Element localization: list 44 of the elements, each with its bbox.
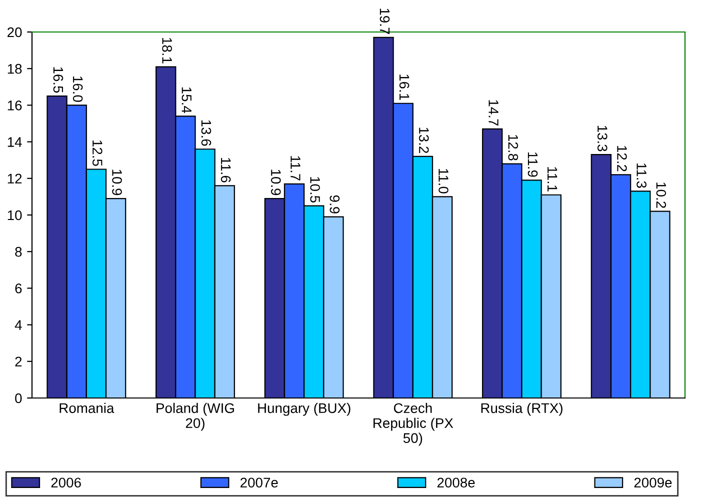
y-tick-label: 8 [15,246,22,257]
x-tick-label: Poland (WIG 20) [156,402,234,431]
text: 11.1 [548,167,558,192]
legend-label: 2008e [437,478,475,488]
text: 11.7 [290,156,300,180]
text: 13.2 [418,128,429,153]
y-tick-label: 4 [14,320,22,330]
x-tick-label: Russia (RTX) [481,402,562,416]
text: 10.9 [112,170,122,196]
y-tick-label: 10 [8,210,22,220]
x-tick-label: Romania [60,402,114,414]
text: 12.8 [508,135,518,160]
text: 14.7 [488,100,498,126]
y-tick-label: 14 [8,137,22,147]
text: 16.0 [72,76,83,102]
y-tick-label: 12 [8,174,22,184]
y-tick-label: 6 [15,284,22,294]
text: 10.2 [656,182,666,208]
text: 11.6 [220,158,231,182]
text: 11.0 [438,168,448,194]
text: 13.3 [597,126,608,152]
text: 12.5 [92,140,102,166]
y-tick-label: 16 [8,100,22,110]
text: 19.7 [380,8,390,34]
y-tick-label: 20 [8,27,22,38]
text: 15.4 [182,87,192,113]
text: 11.3 [636,163,646,188]
x-tick-label: Hungary (BUX) [258,402,350,416]
y-tick-label: 0 [15,393,22,404]
y-tick-label: 2 [15,356,22,366]
y-tick-label: 18 [8,64,22,74]
text: 16.1 [399,74,410,100]
text: 18.1 [162,38,172,64]
legend-label: 2007e [240,478,278,488]
x-tick-label: Czech Republic (PX 50) [374,402,454,446]
legend-label: 2009e [634,478,672,488]
legend-label: 2006 [51,478,81,488]
text: 10.5 [310,177,320,202]
text: 11.9 [528,152,538,177]
text: 12.2 [617,146,627,172]
text: 16.5 [53,67,64,93]
text: 9.9 [330,195,340,214]
text: 13.6 [201,120,212,146]
text: 10.9 [270,170,281,196]
